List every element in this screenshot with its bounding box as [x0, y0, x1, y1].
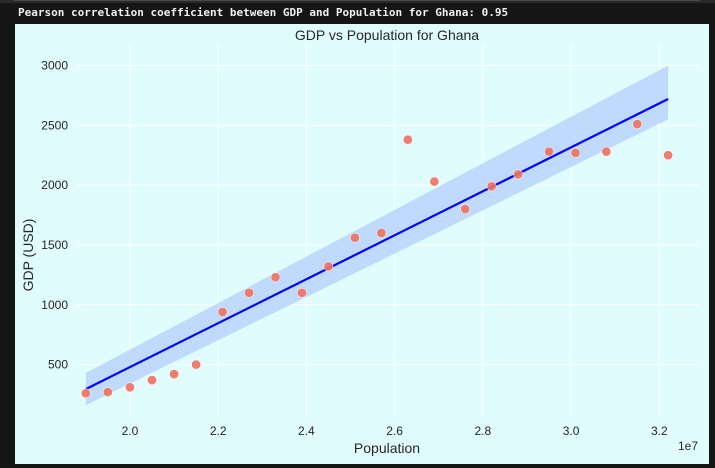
data-point	[663, 150, 673, 161]
data-point	[103, 387, 113, 397]
data-point	[147, 375, 157, 385]
chart-figure: 2.0 2.2 2.4 2.6 2.8 3.0 3.2 500 1000 1500 2000 250…	[15, 24, 709, 464]
data-point	[460, 204, 471, 214]
data-point	[191, 359, 201, 370]
y-tick-label: 3000	[41, 59, 68, 73]
data-point	[632, 119, 643, 129]
data-point	[297, 287, 307, 298]
scatter-chart: 2.0 2.2 2.4 2.6 2.8 3.0 3.2 500 1000 1500 2000 250…	[20, 27, 699, 456]
cell-top-border	[14, 0, 700, 1]
x-axis-label: Population	[354, 440, 420, 456]
confidence-band-layer	[85, 65, 669, 406]
x-axis-offset-label: 1e7	[678, 439, 698, 453]
y-tick-label: 2000	[41, 178, 68, 192]
chart-title: GDP vs Population for Ghana	[295, 27, 479, 43]
console-output-line: Pearson correlation coefficient between …	[18, 6, 509, 19]
data-point	[125, 382, 135, 393]
data-points	[80, 119, 673, 399]
y-tick-label: 1500	[41, 238, 68, 252]
x-tick-label: 2.0	[122, 424, 139, 438]
x-tick-label: 2.8	[475, 424, 492, 438]
data-point	[601, 146, 612, 157]
data-point	[270, 272, 281, 283]
x-tick-label: 2.2	[210, 424, 227, 438]
data-point	[376, 228, 387, 238]
data-point	[323, 261, 334, 272]
data-point	[544, 146, 554, 157]
y-tick-label: 2500	[41, 118, 68, 132]
data-point	[570, 147, 581, 158]
data-point	[429, 176, 440, 187]
y-tick-label: 500	[48, 358, 68, 372]
window-top-edge	[0, 0, 715, 3]
y-tick-labels: 500 1000 1500 2000 2500 3000	[41, 59, 68, 372]
regression-line-layer	[85, 98, 669, 391]
data-point	[403, 134, 413, 145]
regression-line	[85, 98, 669, 391]
data-point	[513, 169, 523, 180]
x-tick-label: 3.2	[651, 424, 668, 438]
x-tick-labels: 2.0 2.2 2.4 2.6 2.8 3.0 3.2	[122, 424, 668, 438]
x-tick-label: 3.0	[563, 424, 580, 438]
x-tick-label: 2.4	[298, 424, 315, 438]
data-point	[217, 307, 228, 317]
confidence-band	[85, 65, 669, 406]
y-tick-label: 1000	[41, 298, 68, 312]
data-point	[169, 369, 179, 379]
data-point	[486, 181, 497, 192]
x-tick-label: 2.6	[386, 424, 403, 438]
data-point	[350, 232, 360, 243]
data-point	[244, 287, 254, 298]
y-axis-label: GDP (USD)	[20, 219, 36, 292]
data-point	[80, 388, 91, 399]
